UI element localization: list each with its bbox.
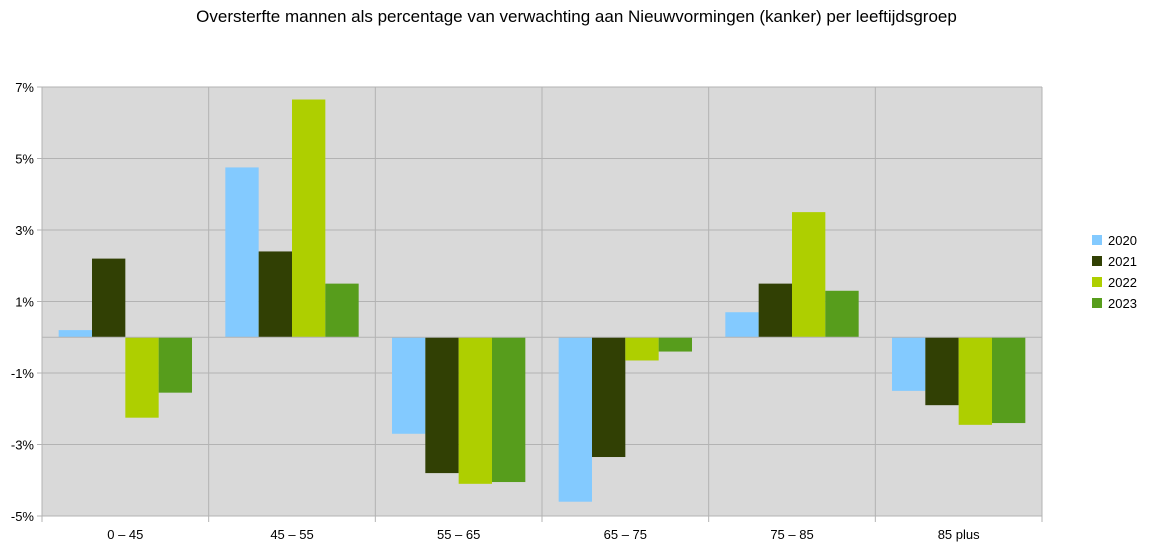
bar-2020 <box>58 330 92 338</box>
y-tick-label: 3% <box>15 223 34 238</box>
chart-title: Oversterfte mannen als percentage van ve… <box>196 7 957 26</box>
bar-2021 <box>758 283 792 338</box>
legend: 2020 2021 2022 2023 <box>1092 233 1137 311</box>
y-tick-label: -1% <box>11 366 35 381</box>
bar-2022 <box>625 337 659 361</box>
bar-2023 <box>992 337 1026 424</box>
bar-2021 <box>258 251 292 338</box>
plot-area <box>41 86 1043 517</box>
bar-2022 <box>792 212 826 338</box>
legend-label-2023: 2023 <box>1108 296 1137 311</box>
bar-2022 <box>958 337 992 425</box>
bar-2023 <box>325 283 359 338</box>
x-tick-label: 45 – 55 <box>270 527 313 542</box>
x-tick-label: 0 – 45 <box>107 527 143 542</box>
legend-label-2022: 2022 <box>1108 275 1137 290</box>
bar-2022 <box>292 99 326 338</box>
bar-2021 <box>592 337 626 458</box>
legend-swatch-2022 <box>1092 277 1102 287</box>
bar-2022 <box>458 337 492 484</box>
y-tick-label: 7% <box>15 80 34 95</box>
bar-2021 <box>92 258 126 338</box>
bar-2023 <box>658 337 692 352</box>
legend-swatch-2023 <box>1092 298 1102 308</box>
bar-2023 <box>158 337 192 393</box>
x-tick-label: 85 plus <box>938 527 980 542</box>
bar-2022 <box>125 337 159 418</box>
bar-2021 <box>425 337 459 474</box>
y-tick-label: -3% <box>11 438 35 453</box>
legend-swatch-2021 <box>1092 256 1102 266</box>
bar-2023 <box>492 337 526 483</box>
bar-2020 <box>558 337 592 502</box>
legend-label-2021: 2021 <box>1108 254 1137 269</box>
x-tick-label: 65 – 75 <box>604 527 647 542</box>
legend-swatch-2020 <box>1092 235 1102 245</box>
x-tick-label: 75 – 85 <box>770 527 813 542</box>
bars <box>58 99 1026 502</box>
axes: 7% 5% 3% 1% -1% -3% -5% 0 – 45 45 – 55 55 – 65 65 … <box>11 80 1043 542</box>
bar-2020 <box>725 312 759 338</box>
y-tick-label: 1% <box>15 295 34 310</box>
legend-label-2020: 2020 <box>1108 233 1137 248</box>
bar-2020 <box>225 167 259 338</box>
bar-2020 <box>392 337 426 434</box>
bar-2020 <box>892 337 926 391</box>
x-tick-label: 55 – 65 <box>437 527 480 542</box>
y-tick-label: 5% <box>15 152 34 167</box>
bar-2021 <box>925 337 959 406</box>
y-tick-label: -5% <box>11 509 35 524</box>
bar-2023 <box>825 290 859 338</box>
